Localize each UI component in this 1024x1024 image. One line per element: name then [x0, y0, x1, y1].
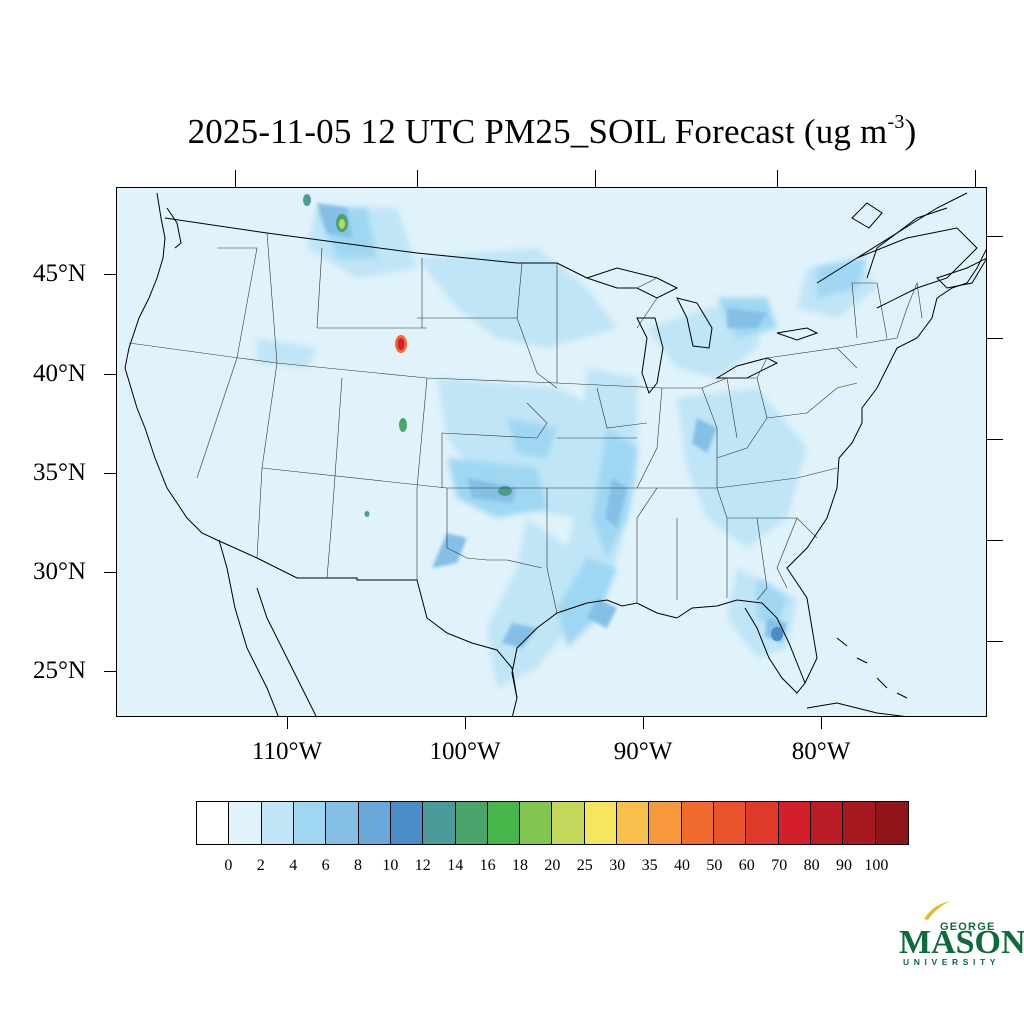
- colorbar-label: 8: [354, 857, 362, 874]
- tick-top: [777, 170, 778, 187]
- colorbar-label: 90: [836, 857, 852, 874]
- colorbar-swatch: [423, 802, 456, 844]
- lon-label-90w: 90°W: [613, 738, 673, 765]
- tick-bottom: [465, 717, 466, 729]
- tick-right: [987, 338, 1003, 339]
- colorbar-swatch: [390, 802, 424, 844]
- colorbar-swatch: [487, 802, 521, 844]
- colorbar-swatch: [649, 802, 682, 844]
- colorbar-swatch: [229, 802, 262, 844]
- colorbar-label: 20: [544, 857, 561, 874]
- colorbar-label: 10: [382, 857, 399, 874]
- colorbar-swatch: [746, 802, 779, 844]
- tick-bottom: [821, 717, 822, 729]
- colorbar-label: 30: [609, 857, 626, 874]
- coastline: [124, 192, 986, 716]
- colorbar-label: 80: [803, 857, 820, 874]
- colorbar-label: 70: [771, 857, 788, 874]
- logo-university: UNIVERSITY: [903, 957, 1001, 967]
- tick-left: [104, 671, 116, 672]
- colorbar-label: 2: [256, 857, 265, 874]
- colorbar-label: 6: [321, 857, 330, 874]
- colorbar-label: 40: [674, 857, 690, 874]
- colorbar-label: 35: [641, 857, 658, 874]
- colorbar-label: 14: [447, 857, 464, 874]
- tick-bottom: [643, 717, 644, 729]
- colorbar-label: 4: [289, 857, 298, 874]
- tick-right: [987, 236, 1003, 237]
- title-exponent: -3: [887, 111, 905, 134]
- title-close: ): [904, 112, 917, 151]
- us-map: [124, 192, 986, 716]
- colorbar-swatch: [326, 802, 359, 844]
- lat-label-45: 45°N: [32, 260, 86, 287]
- tick-right: [987, 439, 1003, 440]
- colorbar-swatch: [778, 802, 811, 844]
- colorbar-swatch: [810, 802, 844, 844]
- tick-left: [104, 473, 116, 474]
- title-area: 2025-11-05 12 UTC PM25_SOIL Forecast (ug…: [0, 0, 1024, 170]
- map-title: 2025-11-05 12 UTC PM25_SOIL Forecast (ug…: [0, 111, 1024, 152]
- colorbar-swatch: [714, 802, 747, 844]
- colorbar-swatch: [455, 802, 488, 844]
- colorbar-swatch: [875, 802, 908, 844]
- tick-top: [417, 170, 418, 187]
- lon-label-110w: 110°W: [251, 738, 323, 765]
- colorbar-swatch: [261, 802, 294, 844]
- logo-mason: MASON: [899, 924, 1024, 961]
- map-panel: [116, 187, 987, 717]
- colorbar-swatch: [584, 802, 618, 844]
- colorbar-label: 16: [479, 857, 496, 874]
- colorbar-label: 60: [738, 857, 755, 874]
- tick-top: [595, 170, 596, 187]
- colorbar-label: 50: [706, 857, 723, 874]
- tick-left: [104, 572, 116, 573]
- field-hotspots: [303, 194, 783, 641]
- tick-bottom: [287, 717, 288, 729]
- colorbar-label: 12: [414, 857, 431, 874]
- colorbar-swatch: [552, 802, 585, 844]
- tick-top: [235, 170, 236, 187]
- lon-label-100w: 100°W: [429, 738, 501, 765]
- lon-label-80w: 80°W: [791, 738, 851, 765]
- colorbar-swatch: [197, 802, 230, 844]
- lat-label-35: 35°N: [32, 459, 86, 486]
- colorbar-swatch: [358, 802, 391, 844]
- tick-right: [987, 540, 1003, 541]
- colorbar-swatch: [681, 802, 714, 844]
- tick-right: [987, 641, 1003, 642]
- gmu-logo-swoosh-icon: [924, 901, 950, 920]
- tick-top: [975, 170, 976, 187]
- colorbar: [196, 801, 909, 845]
- colorbar-swatch: [520, 802, 553, 844]
- colorbar-label: 25: [576, 857, 593, 874]
- tick-left: [104, 374, 116, 375]
- logo-george: GEORGE: [940, 921, 996, 933]
- lat-label-40: 40°N: [32, 360, 86, 387]
- colorbar-label: 100: [864, 857, 889, 874]
- colorbar-label: 0: [224, 857, 233, 874]
- lat-label-30: 30°N: [32, 558, 86, 585]
- title-text: 2025-11-05 12 UTC PM25_SOIL Forecast (ug…: [187, 112, 888, 151]
- colorbar-swatch: [617, 802, 650, 844]
- lat-label-25: 25°N: [32, 657, 86, 684]
- colorbar-swatch: [843, 802, 876, 844]
- colorbar-swatch: [293, 802, 327, 844]
- colorbar-label: 18: [512, 857, 528, 874]
- tick-left: [104, 274, 116, 275]
- state-lines: [128, 232, 923, 614]
